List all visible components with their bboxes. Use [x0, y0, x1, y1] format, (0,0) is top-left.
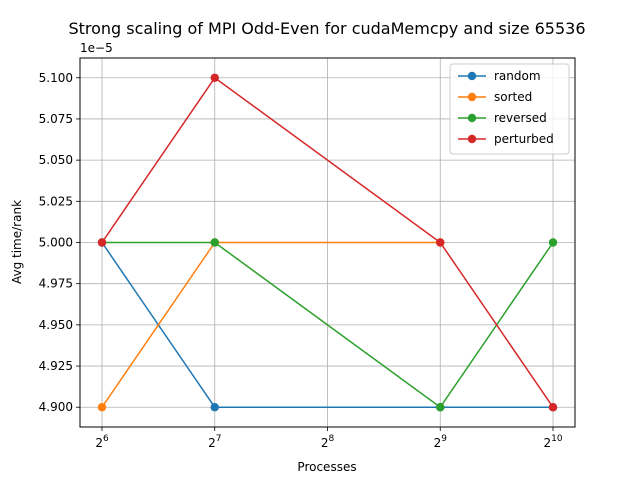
legend-marker-sorted: [467, 92, 477, 102]
legend-label-sorted: sorted: [494, 90, 532, 104]
y-tick-label: 4.925: [39, 359, 73, 373]
data-point-random: [210, 403, 219, 412]
legend-box: [449, 63, 570, 155]
legend-marker-perturbed: [467, 134, 477, 144]
data-point-reversed: [210, 238, 219, 247]
series-points: [97, 73, 558, 412]
y-tick-label: 4.975: [39, 277, 73, 291]
x-axis-ticks: 26 27 28 29 210: [95, 427, 563, 450]
x-axis-label: Processes: [297, 460, 356, 474]
data-point-reversed: [548, 238, 558, 247]
legend-marker-reversed: [467, 113, 477, 123]
y-tick-label: 4.900: [39, 400, 73, 414]
chart-title: Strong scaling of MPI Odd-Even for cudaM…: [68, 19, 585, 38]
data-point-reversed: [436, 403, 445, 412]
y-tick-label: 5.075: [39, 112, 73, 126]
legend-label-random: random: [494, 69, 541, 83]
y-tick-label: 5.100: [39, 71, 73, 85]
y-tick-label: 4.950: [39, 318, 73, 332]
data-point-perturbed: [97, 238, 107, 247]
x-tick-label: 210: [543, 434, 562, 450]
legend: random sorted reversed perturbed: [449, 63, 570, 155]
data-point-sorted: [97, 403, 107, 412]
x-tick-label: 26: [95, 434, 109, 450]
y-axis-ticks: 4.900 4.925 4.950 4.975 5.000 5.025 5.050 5.075…: [39, 71, 80, 414]
legend-label-reversed: reversed: [494, 111, 547, 125]
data-point-perturbed: [548, 403, 558, 412]
data-point-perturbed: [210, 73, 219, 82]
y-tick-label: 5.000: [39, 236, 73, 250]
x-tick-label: 28: [321, 434, 335, 450]
legend-marker-random: [467, 71, 477, 81]
x-tick-label: 27: [208, 434, 221, 450]
y-tick-label: 5.050: [39, 153, 73, 167]
series-line-perturbed: [101, 76, 554, 408]
legend-label-perturbed: perturbed: [494, 132, 554, 146]
y-axis-label: Avg time/rank: [10, 200, 24, 284]
y-offset-label: 1e−5: [80, 41, 113, 55]
data-point-perturbed: [436, 238, 445, 247]
y-tick-label: 5.025: [39, 194, 73, 208]
x-tick-label: 29: [434, 434, 448, 450]
